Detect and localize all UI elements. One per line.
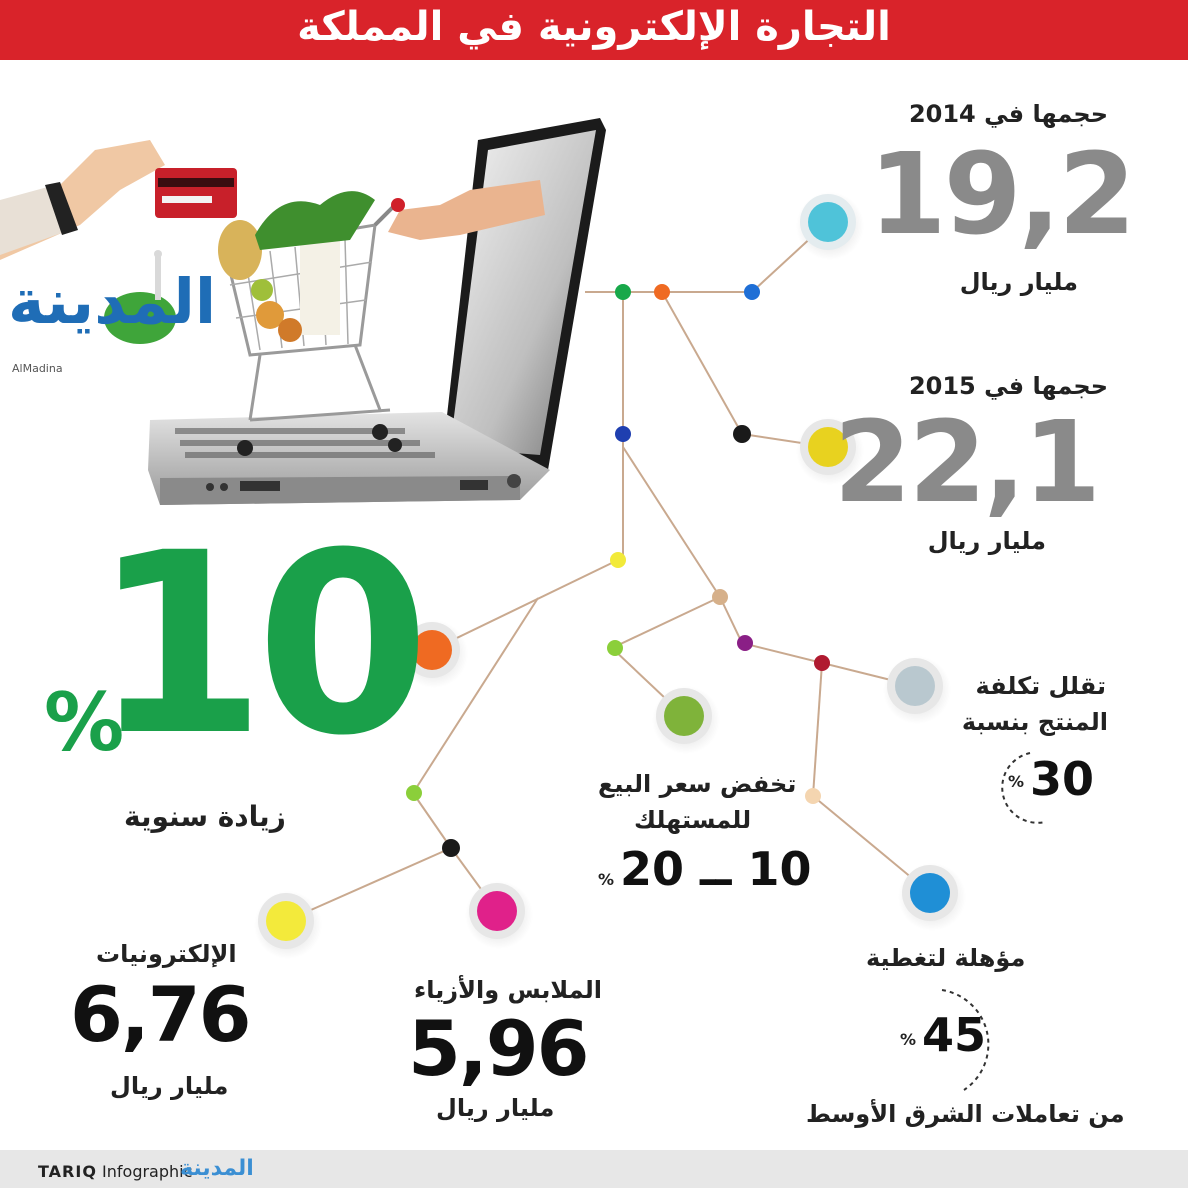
growth-label: زيادة سنوية <box>124 800 286 833</box>
title-banner <box>0 0 1188 60</box>
cost-value: 30 <box>1030 752 1095 806</box>
footer-word: Infographic <box>102 1162 193 1181</box>
fashion-unit: مليار ريال <box>436 1094 555 1122</box>
electronics-unit: مليار ريال <box>110 1072 229 1100</box>
mosque-icon <box>104 250 176 344</box>
node-orange <box>400 620 468 688</box>
mideast-percent: % <box>900 1030 917 1049</box>
node-olive <box>652 686 720 754</box>
price-line-2: للمستهلك <box>634 806 752 834</box>
price-line-1: تخفض سعر البيع <box>598 770 797 798</box>
price-percent: % <box>598 870 615 889</box>
page-title: التجارة الإلكترونية في المملكة <box>297 4 891 50</box>
cost-percent: % <box>1008 772 1025 791</box>
credit-card-icon <box>155 168 237 218</box>
node-magenta <box>465 881 533 949</box>
mideast-value: 45 <box>922 1008 987 1062</box>
unit-2015: مليار ريال <box>927 527 1046 555</box>
almadina-logo-sub: AlMadina <box>12 362 63 375</box>
tree-small-nodes <box>406 284 830 857</box>
electronics-value: 6,76 <box>70 970 252 1059</box>
unit-2014: مليار ريال <box>959 268 1078 296</box>
fashion-label: الملابس والأزياء <box>414 976 602 1004</box>
dashed-arc-45 <box>941 989 990 1091</box>
footer-brand: TARIQ <box>38 1162 97 1181</box>
growth-value: 10 <box>92 499 430 790</box>
hand-from-screen <box>388 180 545 240</box>
node-silver <box>883 656 951 724</box>
cost-line-2: المنتج بنسبة <box>961 708 1108 736</box>
footer-bar <box>0 1150 1188 1188</box>
node-yellow <box>796 417 864 485</box>
footer-credit: TARIQ Infographic <box>38 1162 192 1181</box>
label-2014: حجمها في 2014 <box>908 100 1108 128</box>
node-cyan <box>796 192 864 260</box>
electronics-label: الإلكترونيات <box>96 940 237 968</box>
value-2014: 19,2 <box>868 130 1136 260</box>
mideast-line-1: مؤهلة لتغطية <box>866 944 1026 972</box>
shopping-cart-icon <box>218 191 405 456</box>
footer-logo: المدينة <box>180 1156 254 1181</box>
node-blue <box>898 863 966 931</box>
tree-large-nodes <box>254 192 966 959</box>
value-2015: 22,1 <box>833 398 1101 528</box>
almadina-logo: المدينة <box>8 265 218 338</box>
mideast-line-2: من تعاملات الشرق الأوسط <box>806 1100 1125 1128</box>
price-value: 10 ــ 20 <box>620 842 812 896</box>
hand-holding-card <box>0 140 165 260</box>
growth-percent: % <box>44 676 125 769</box>
cost-line-1: تقلل تكلفة <box>975 672 1106 700</box>
label-2015: حجمها في 2015 <box>908 372 1108 400</box>
fashion-value: 5,96 <box>408 1004 590 1093</box>
node-pale-yellow <box>254 891 322 959</box>
